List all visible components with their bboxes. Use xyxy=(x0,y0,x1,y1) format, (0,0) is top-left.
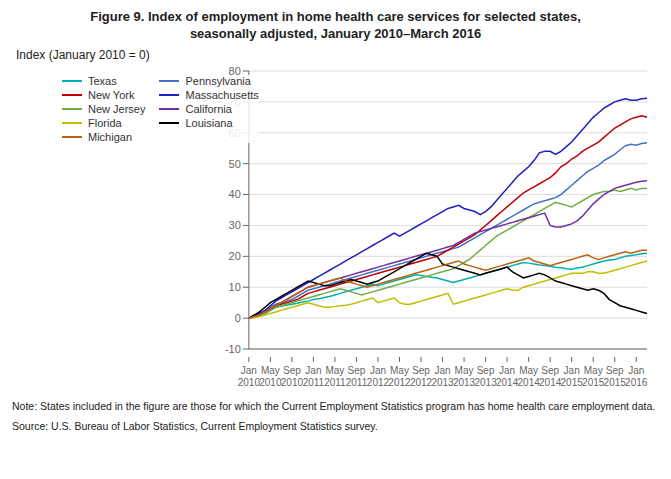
svg-text:Jan2010: Jan2010 xyxy=(238,365,261,388)
svg-text:May2014: May2014 xyxy=(518,365,541,388)
svg-text:Sep2011: Sep2011 xyxy=(346,365,368,388)
svg-text:May2011: May2011 xyxy=(324,365,346,388)
svg-text:Sep2012: Sep2012 xyxy=(410,365,433,388)
svg-text:70: 70 xyxy=(229,96,241,108)
svg-text:May2015: May2015 xyxy=(582,365,605,388)
svg-text:Jan2012: Jan2012 xyxy=(367,365,390,388)
svg-text:Jan2011: Jan2011 xyxy=(303,365,325,388)
svg-text:May2012: May2012 xyxy=(388,365,411,388)
svg-text:Jan2014: Jan2014 xyxy=(496,365,519,388)
svg-text:Jan2013: Jan2013 xyxy=(431,365,454,388)
svg-text:Jan2015: Jan2015 xyxy=(561,365,584,388)
svg-text:-10: -10 xyxy=(225,343,241,355)
svg-text:0: 0 xyxy=(235,312,241,324)
svg-text:Sep2010: Sep2010 xyxy=(281,365,304,388)
svg-text:Sep2015: Sep2015 xyxy=(604,365,627,388)
svg-text:40: 40 xyxy=(229,188,241,200)
svg-text:May2013: May2013 xyxy=(453,365,476,388)
svg-text:Sep2014: Sep2014 xyxy=(539,365,562,388)
svg-text:10: 10 xyxy=(229,281,241,293)
svg-text:May2010: May2010 xyxy=(259,365,282,388)
svg-text:50: 50 xyxy=(229,158,241,170)
svg-text:20: 20 xyxy=(229,250,241,262)
svg-text:Sep2013: Sep2013 xyxy=(474,365,497,388)
svg-text:Jan2016: Jan2016 xyxy=(625,365,648,388)
svg-text:30: 30 xyxy=(229,219,241,231)
svg-text:80: 80 xyxy=(229,65,241,77)
svg-text:60: 60 xyxy=(229,127,241,139)
